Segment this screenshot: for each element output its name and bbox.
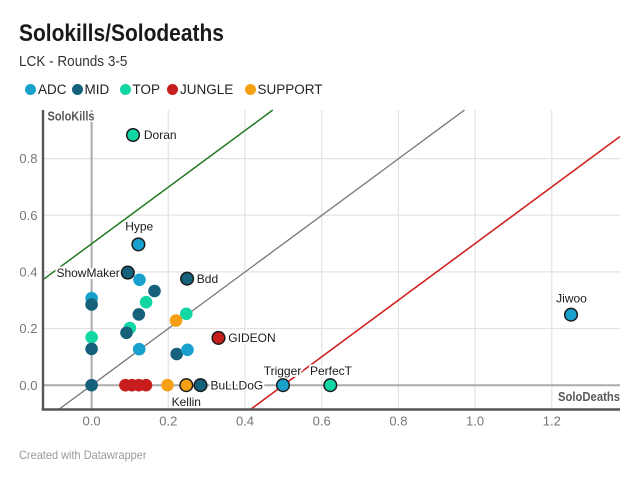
svg-text:SoloDeaths: SoloDeaths	[558, 390, 620, 404]
svg-text:1.2: 1.2	[543, 414, 561, 429]
svg-text:GIDEON: GIDEON	[228, 331, 275, 345]
svg-text:BuLLDoG: BuLLDoG	[211, 378, 264, 392]
svg-text:0.4: 0.4	[19, 265, 37, 280]
svg-text:Bdd: Bdd	[197, 272, 218, 286]
svg-text:0.6: 0.6	[19, 208, 37, 223]
svg-text:Trigger: Trigger	[264, 364, 302, 378]
svg-text:Doran: Doran	[144, 128, 177, 142]
svg-text:0.6: 0.6	[313, 414, 331, 429]
svg-text:0.2: 0.2	[159, 414, 177, 429]
svg-text:1.0: 1.0	[466, 414, 484, 429]
svg-text:Jiwoo: Jiwoo	[556, 292, 587, 306]
svg-text:0.8: 0.8	[389, 414, 407, 429]
svg-text:0.8: 0.8	[19, 151, 37, 166]
svg-text:0.4: 0.4	[236, 414, 254, 429]
svg-text:0.2: 0.2	[19, 321, 37, 336]
svg-text:ShowMaker: ShowMaker	[56, 266, 119, 280]
svg-text:SoloKills: SoloKills	[48, 109, 95, 123]
svg-text:Kellin: Kellin	[172, 395, 201, 409]
svg-text:0.0: 0.0	[19, 378, 37, 393]
svg-text:PerfecT: PerfecT	[310, 364, 353, 378]
svg-text:0.0: 0.0	[83, 414, 101, 429]
svg-text:Hype: Hype	[125, 219, 153, 233]
